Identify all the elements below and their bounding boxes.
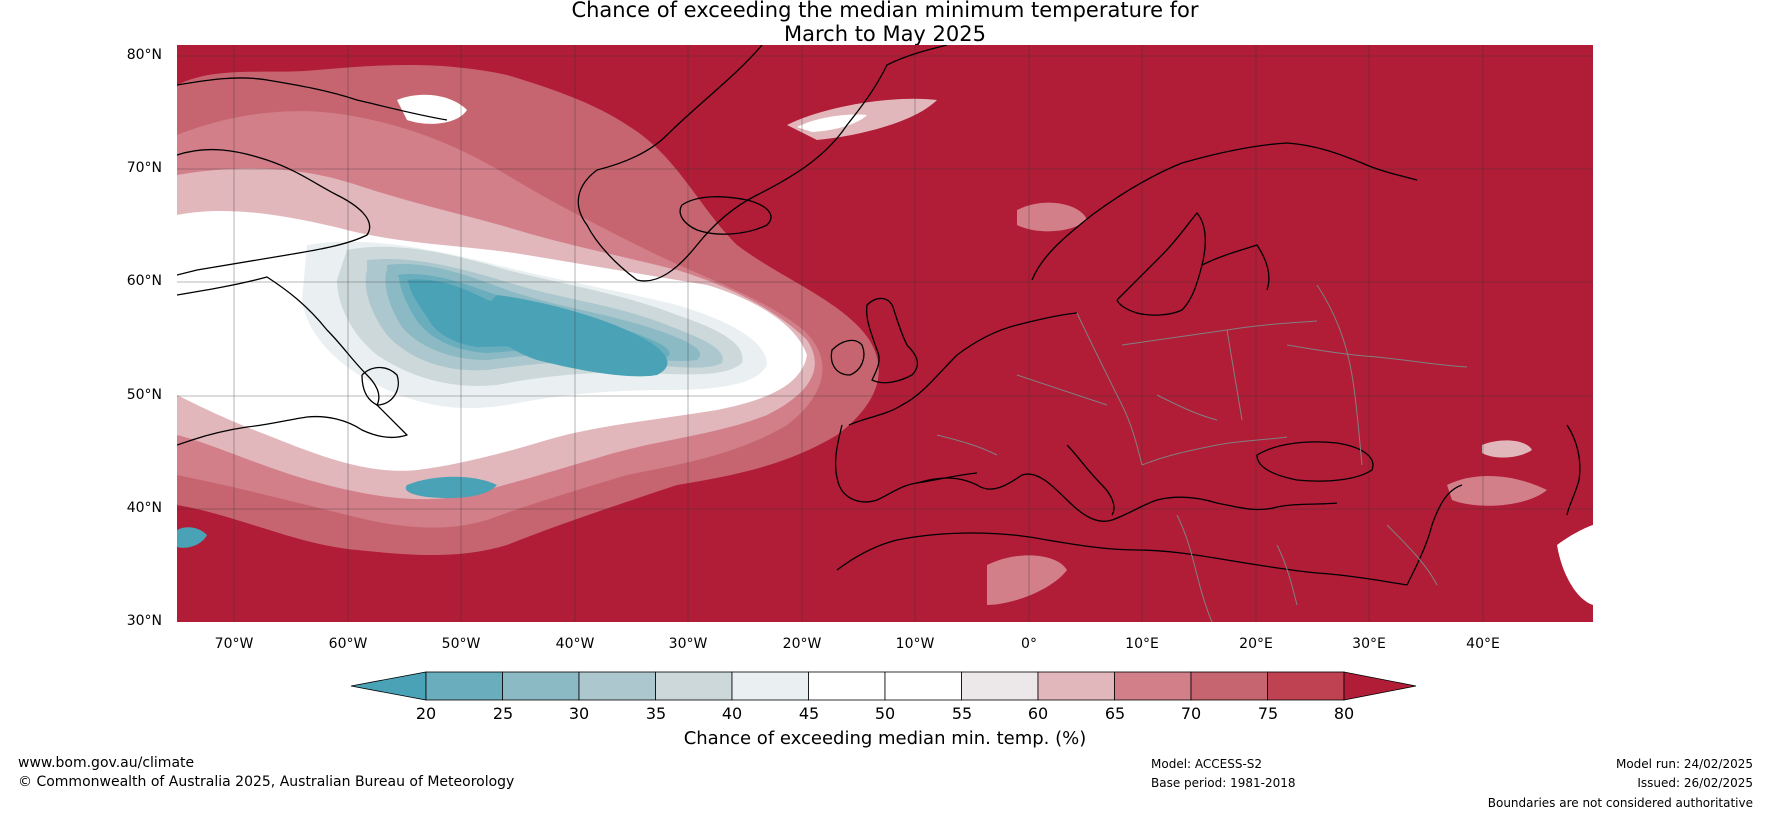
lon-label-0: 0° — [1021, 636, 1037, 652]
lon-label-40w: 40°W — [555, 636, 595, 652]
coastlines — [177, 45, 1581, 586]
colorbar-tick-55: 55 — [951, 704, 973, 723]
probability-map — [177, 45, 1593, 622]
colorbar-tick-75: 75 — [1257, 704, 1279, 723]
colorbar-extend-high — [1343, 671, 1417, 701]
colorbar-title: Chance of exceeding median min. temp. (%… — [683, 728, 1087, 749]
map-title-line2: March to May 2025 — [784, 22, 986, 46]
colorbar-tick-20: 20 — [415, 704, 437, 723]
colorbar-segment — [578, 671, 656, 701]
colorbar-segment — [1037, 671, 1115, 701]
lon-label-20e: 20°E — [1239, 636, 1273, 652]
lon-label-70w: 70°W — [214, 636, 254, 652]
lon-label-10e: 10°E — [1125, 636, 1159, 652]
copyright-text: © Commonwealth of Australia 2025, Austra… — [18, 774, 515, 790]
lat-label-60n: 60°N — [126, 273, 162, 289]
lon-label-40e: 40°E — [1466, 636, 1500, 652]
lon-label-30w: 30°W — [668, 636, 708, 652]
lon-label-30e: 30°E — [1352, 636, 1386, 652]
colorbar-tick-50: 50 — [874, 704, 896, 723]
lon-label-20w: 20°W — [782, 636, 822, 652]
colorbar-segment — [1267, 671, 1345, 701]
borders — [936, 284, 1468, 622]
website-link[interactable]: www.bom.gov.au/climate — [18, 755, 195, 771]
lon-label-60w: 60°W — [328, 636, 368, 652]
colorbar-tick-40: 40 — [721, 704, 743, 723]
colorbar-tick-35: 35 — [645, 704, 667, 723]
colorbar-tick-70: 70 — [1180, 704, 1202, 723]
lat-label-70n: 70°N — [126, 160, 162, 176]
lat-label-40n: 40°N — [126, 500, 162, 516]
boundaries-disclaimer: Boundaries are not considered authoritat… — [1487, 796, 1753, 810]
probability-shading — [177, 65, 1593, 605]
colorbar-segment — [808, 671, 886, 701]
colorbar-segment — [655, 671, 733, 701]
lon-label-10w: 10°W — [895, 636, 935, 652]
issued-date: Issued: 26/02/2025 — [1637, 776, 1753, 790]
colorbar-tick-80: 80 — [1333, 704, 1355, 723]
colorbar-segment — [502, 671, 580, 701]
map-title: Chance of exceeding the median minimum t… — [0, 0, 1770, 46]
base-period: Base period: 1981-2018 — [1151, 776, 1296, 790]
lat-label-80n: 80°N — [126, 47, 162, 63]
colorbar-segment — [731, 671, 809, 701]
colorbar-extend-low — [350, 671, 427, 701]
lon-label-50w: 50°W — [441, 636, 481, 652]
colorbar-tick-25: 25 — [492, 704, 514, 723]
colorbar-tick-65: 65 — [1104, 704, 1126, 723]
colorbar-segment — [1114, 671, 1192, 701]
lat-label-30n: 30°N — [126, 613, 162, 629]
colorbar-tick-45: 45 — [798, 704, 820, 723]
lat-label-50n: 50°N — [126, 387, 162, 403]
colorbar-segment — [884, 671, 962, 701]
map-title-line1: Chance of exceeding the median minimum t… — [571, 0, 1199, 22]
model-run-date: Model run: 24/02/2025 — [1615, 757, 1753, 771]
colorbar-segment — [425, 671, 503, 701]
colorbar-tick-60: 60 — [1027, 704, 1049, 723]
colorbar — [350, 671, 1417, 701]
colorbar-segment — [961, 671, 1039, 701]
colorbar-segment — [1190, 671, 1268, 701]
colorbar-tick-30: 30 — [568, 704, 590, 723]
graticule — [177, 45, 1593, 622]
model-name: Model: ACCESS-S2 — [1151, 757, 1263, 771]
